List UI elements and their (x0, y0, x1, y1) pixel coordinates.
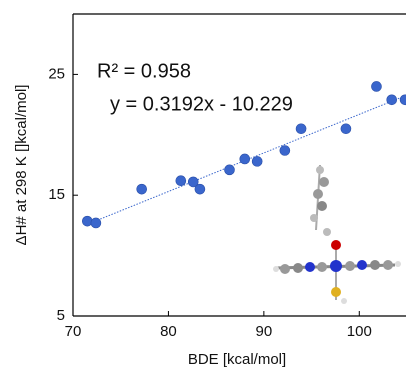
molecule-illustration (273, 165, 401, 304)
x-tick-label: 100 (347, 323, 372, 340)
y-tick-label: 5 (57, 307, 65, 324)
x-tick-label: 90 (256, 323, 273, 340)
data-point (296, 124, 306, 134)
y-tick-label: 25 (48, 65, 65, 82)
data-point (240, 154, 250, 164)
r-squared-annotation: R² = 0.958 (97, 60, 191, 82)
data-point (341, 124, 351, 134)
y-axis-label: ΔH# at 298 K []kcal/mol] (13, 85, 30, 246)
data-point (137, 184, 147, 194)
data-point (252, 156, 262, 166)
x-axis-label: BDE [kcal/mol] (188, 351, 286, 368)
y-tick-label: 15 (48, 186, 65, 203)
data-point (82, 216, 92, 226)
data-point (225, 165, 235, 175)
x-tick-label: 80 (160, 323, 177, 340)
equation-annotation: y = 0.3192x - 10.229 (110, 93, 293, 115)
data-point (371, 81, 381, 91)
data-point (176, 176, 186, 186)
data-point (280, 146, 290, 156)
data-point (195, 184, 205, 194)
data-point (387, 95, 397, 105)
data-point (91, 218, 101, 228)
data-point (400, 95, 406, 105)
x-tick-label: 70 (65, 323, 82, 340)
chart: R² = 0.958 y = 0.3192x - 10.229 BDE [kca… (0, 0, 406, 370)
